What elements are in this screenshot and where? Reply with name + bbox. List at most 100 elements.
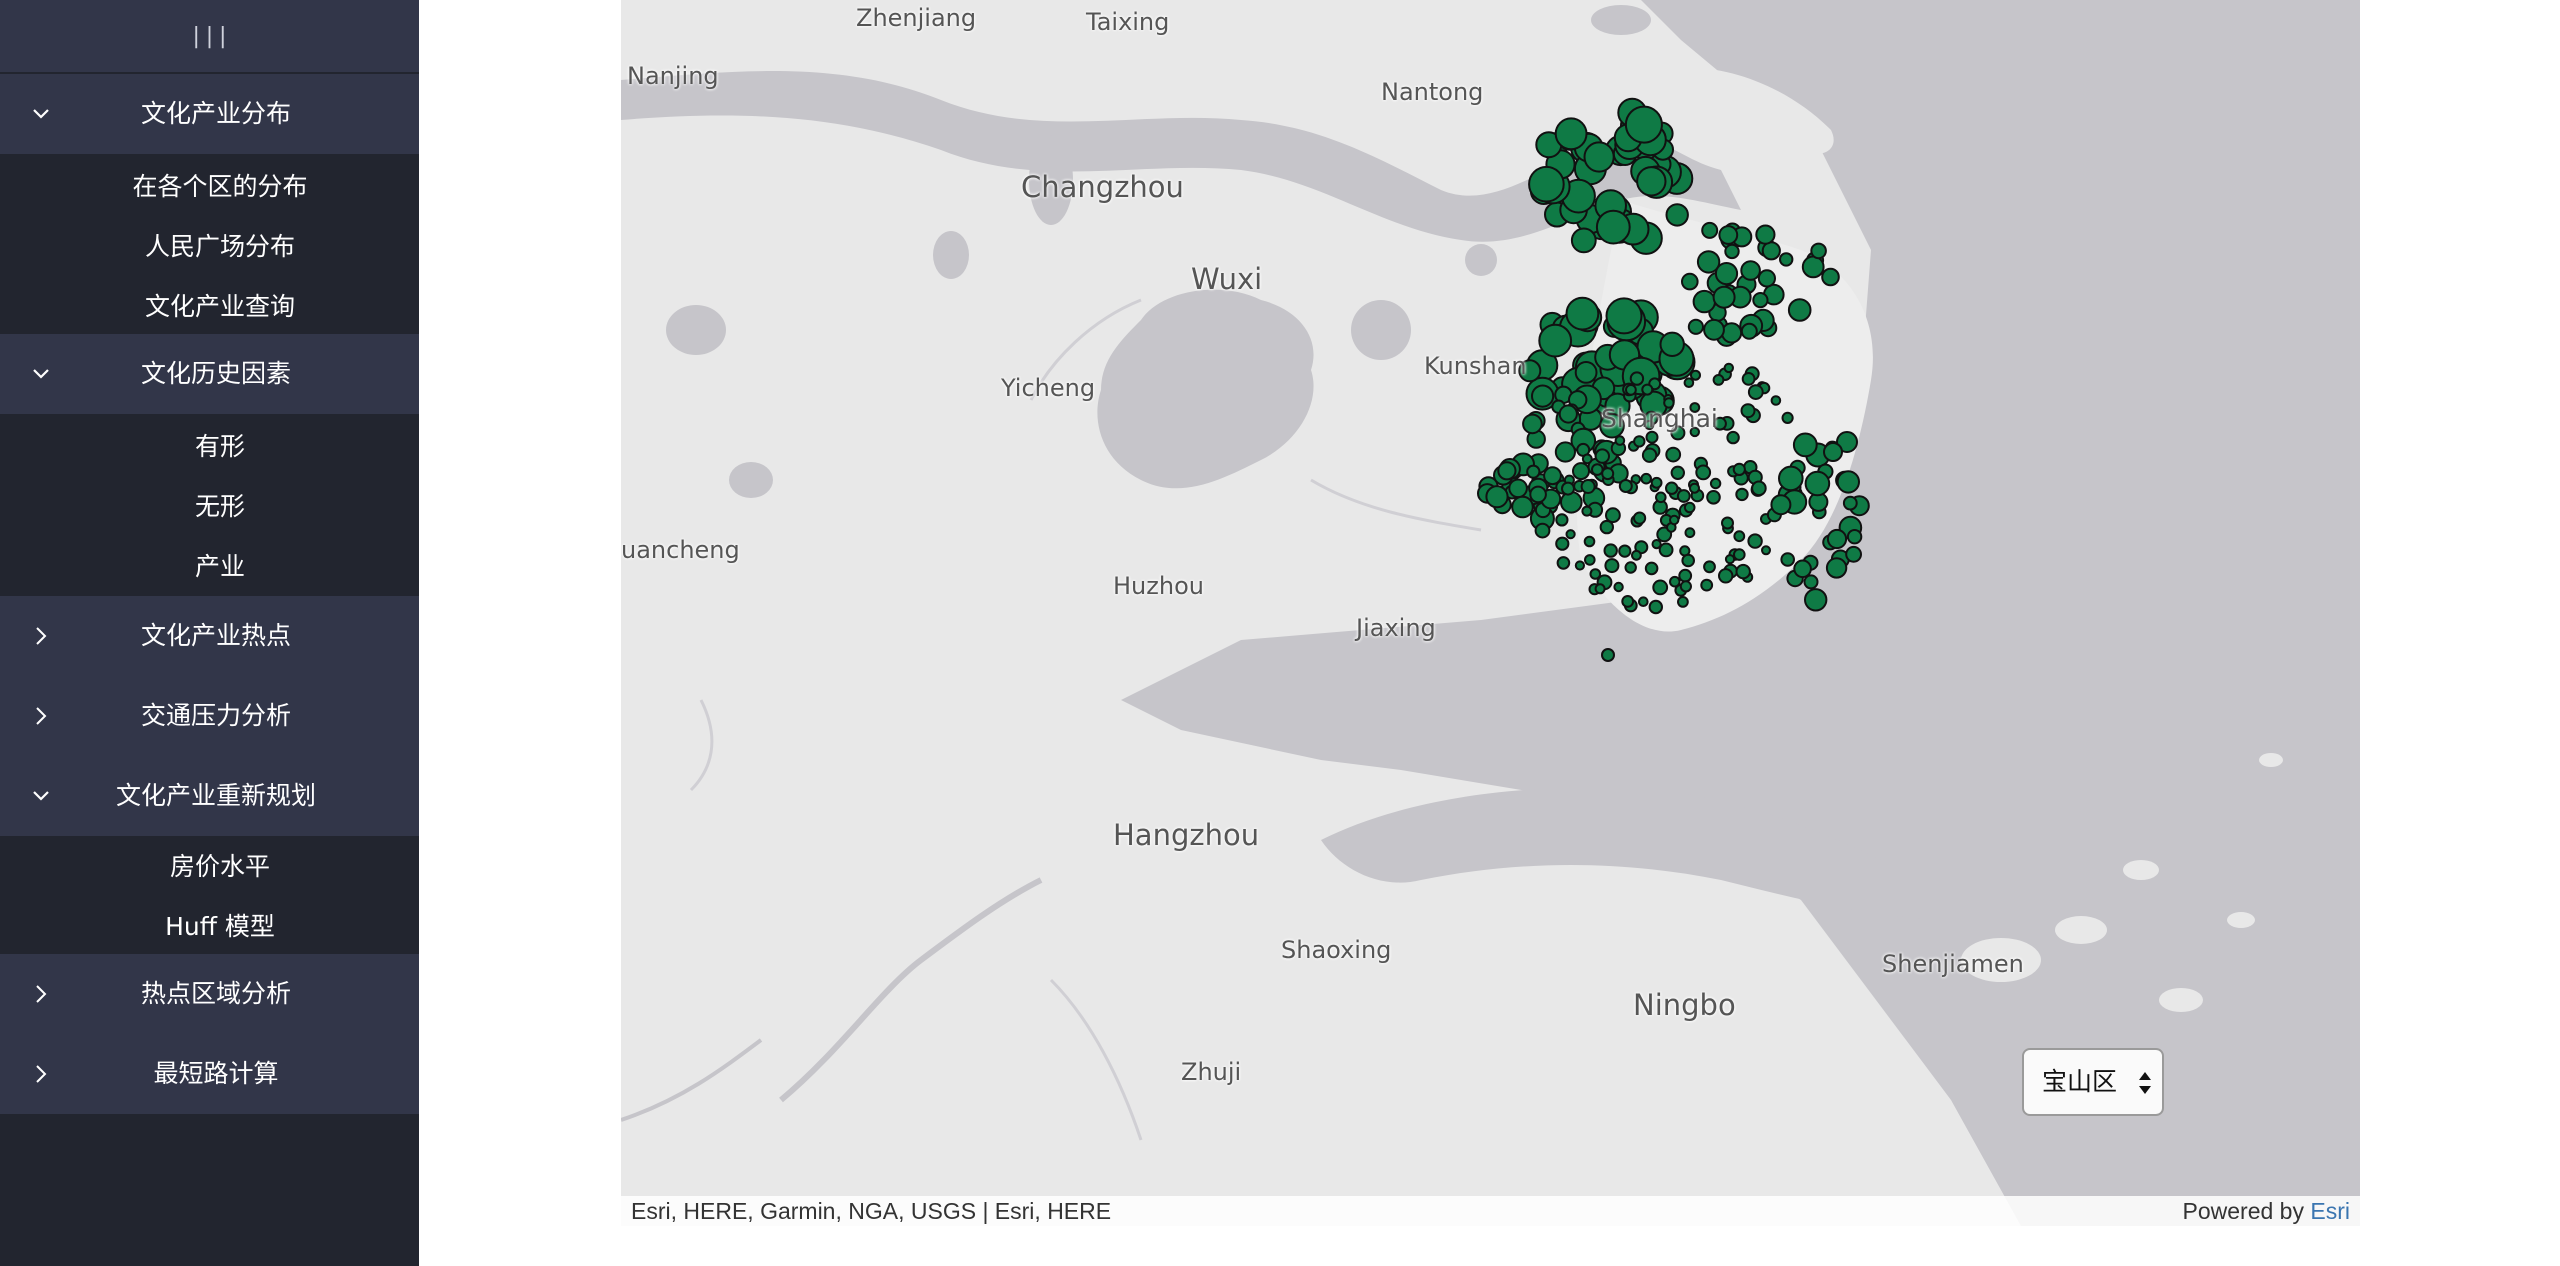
menu-item-huff-model[interactable]: Huff 模型 [165,912,275,941]
place-label-ningbo: Ningbo [1633,988,1736,1022]
poi-marker [1555,536,1570,551]
river [779,877,1043,1103]
poi-marker [1712,285,1736,309]
poi-marker [1681,553,1695,568]
taihu-lake [1097,289,1314,489]
menu-group-history-factors[interactable]: 文化历史因素 [0,334,419,414]
poi-marker [1724,554,1736,565]
poi-marker [1584,554,1596,566]
menu-group-industry-hotspots[interactable]: 文化产业热点 [0,596,419,676]
poi-marker [1604,558,1620,574]
poi-marker [1638,596,1649,608]
menu-group-hotspot-area-analysis[interactable]: 热点区域分析 [0,954,419,1034]
menu-item-housing-price[interactable]: 房价水平 [169,852,270,881]
poi-marker [1718,568,1734,584]
poi-marker [1747,384,1764,401]
poi-marker [1665,481,1679,495]
poi-marker [1529,485,1547,504]
poi-marker [1845,545,1862,563]
poi-marker [1624,561,1637,574]
poi-marker [1747,533,1763,549]
river [621,1038,763,1122]
map-view[interactable]: Zhenjiang Taixing Nanjing Nantong Changz… [621,0,2360,1226]
poi-marker [1528,165,1565,203]
poi-marker [1733,548,1746,561]
poi-marker [1497,461,1517,481]
poi-marker [1735,563,1751,580]
menu-group-culture-industry-distribution[interactable]: 文化产业分布 [0,74,419,154]
river [1310,478,1482,532]
poi-marker [1846,529,1863,545]
poi-marker [1676,489,1691,503]
poi-marker [1733,530,1746,543]
poi-marker [1681,272,1699,291]
collapse-menu-button[interactable]: ||| [0,0,419,72]
yangtze-river [621,71,1741,242]
place-label-shenjiamen: Shenjiamen [1882,950,2024,978]
poi-marker [1826,528,1848,550]
menu-item-tangible[interactable]: 有形 [194,432,245,461]
menu-group-industry-replanning[interactable]: 文化产业重新规划 [0,756,419,836]
poi-marker [1599,519,1614,535]
esri-link[interactable]: Esri [2310,1198,2350,1224]
poi-marker [1761,545,1771,556]
poi-marker [1793,559,1812,579]
map-attribution: Esri, HERE, Garmin, NGA, USGS | Esri, HE… [631,1198,1112,1224]
poi-marker [1644,419,1655,431]
poi-marker [1554,441,1577,463]
place-label-taixing: Taixing [1086,8,1170,36]
chongming-island [1661,67,1834,154]
poi-marker [1755,224,1776,245]
poi-marker [1658,542,1674,558]
poi-marker [1823,442,1843,462]
poi-marker [1565,296,1600,331]
poi-marker [1543,466,1562,486]
menu-group-label: 文化产业分布 [140,99,291,128]
poi-marker [1670,465,1686,480]
poi-marker [1732,462,1746,476]
poi-marker [1605,507,1621,524]
menu-group-label: 文化产业重新规划 [115,781,316,810]
poi-marker [1641,383,1654,396]
poi-marker [1601,648,1615,662]
poi-marker [1599,412,1625,439]
river [1029,298,1142,401]
poi-marker [1659,331,1685,357]
poi-marker [1687,318,1705,335]
sidebar: ||| 文化产业分布 在各个区的分布 人民广场分布 文化产业查询 文化历史因素 … [0,0,419,1266]
menu-item-intangible[interactable]: 无形 [194,492,245,521]
menu-group-traffic-pressure[interactable]: 交通压力分析 [0,676,419,756]
menu-item-industry-query[interactable]: 文化产业查询 [144,292,295,321]
poi-marker [1574,361,1598,384]
menu-item-industry[interactable]: 产业 [194,552,245,581]
lake [933,231,969,279]
menu-item-district-distribution[interactable]: 在各个区的分布 [132,172,308,201]
powered-by: Powered by Esri [2183,1196,2350,1226]
poi-marker [1770,494,1792,516]
poi-marker [1779,252,1794,267]
menu-group-label: 最短路计算 [153,1059,279,1088]
place-label-jiaxing: Jiaxing [1356,614,1436,642]
poi-marker [1701,221,1719,239]
poi-marker [1804,588,1828,612]
poi-marker [1690,369,1701,381]
poi-marker [1684,527,1696,539]
poi-marker [1724,243,1740,260]
poi-marker [1670,425,1686,441]
district-select[interactable]: 宝山区 [2022,1048,2164,1116]
poi-marker [1605,297,1643,335]
poi-marker [1526,464,1541,479]
menu-group-shortest-path[interactable]: 最短路计算 [0,1034,419,1114]
lake [1465,244,1497,276]
poi-marker [1633,511,1647,525]
poi-marker [1556,556,1571,570]
poi-marker [1508,478,1528,499]
district-select-value: 宝山区 [2042,1067,2118,1096]
map-attribution-bar: Esri, HERE, Garmin, NGA, USGS | Esri, HE… [621,1196,2360,1226]
menu-item-peoples-square[interactable]: 人民广场分布 [144,232,295,261]
poi-marker [1631,549,1642,561]
poi-marker [1618,479,1633,493]
poi-marker [1792,432,1818,458]
place-label-yicheng: Yicheng [1001,374,1096,402]
poi-marker [1810,242,1827,260]
